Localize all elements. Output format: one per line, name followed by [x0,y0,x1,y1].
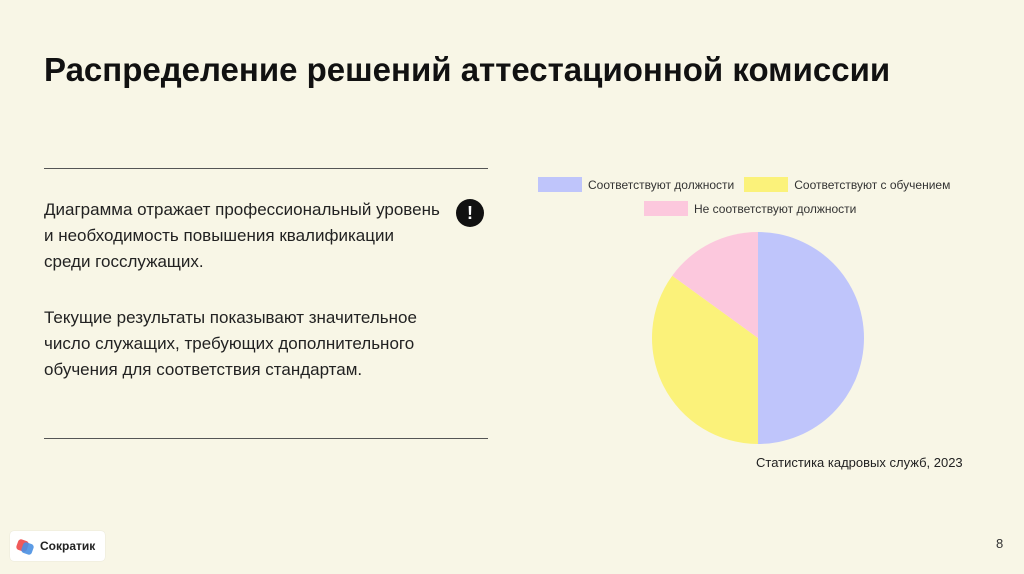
logo-icon [15,537,35,556]
pie-slice-2 [652,275,758,444]
pie-chart [652,232,864,444]
legend-label-2: Соответствуют с обучением [794,177,951,192]
exclamation-icon: ! [456,199,484,227]
page-number: 8 [996,536,1004,551]
legend-item-1: Соответствуют должности [538,177,734,192]
legend-item-2: Соответствуют с обучением [744,177,950,192]
legend-swatch-1 [538,177,582,192]
logo: Сократик [10,531,106,561]
legend-swatch-3 [644,201,688,216]
source-caption: Статистика кадровых служб, 2023 [756,455,963,470]
results-paragraph: Текущие результаты показывают значительн… [44,308,417,379]
chart-legend-row-1: Соответствуют должности Соответствуют с … [538,177,960,192]
legend-item-3: Не соответствуют должности [644,201,856,216]
legend-label-3: Не соответствуют должности [694,201,857,216]
top-divider [44,168,488,169]
description-paragraph: Диаграмма отражает профессиональный уров… [44,200,440,271]
legend-label-1: Соответствуют должности [588,177,735,192]
bottom-divider [44,438,488,439]
legend-swatch-2 [744,177,789,192]
chart-legend-row-2: Не соответствуют должности [644,201,866,216]
logo-text: Сократик [40,539,96,553]
pie-slice-3 [672,232,758,338]
slide-title: Распределение решений аттестационной ком… [44,51,891,88]
pie-slice-1 [758,232,864,444]
